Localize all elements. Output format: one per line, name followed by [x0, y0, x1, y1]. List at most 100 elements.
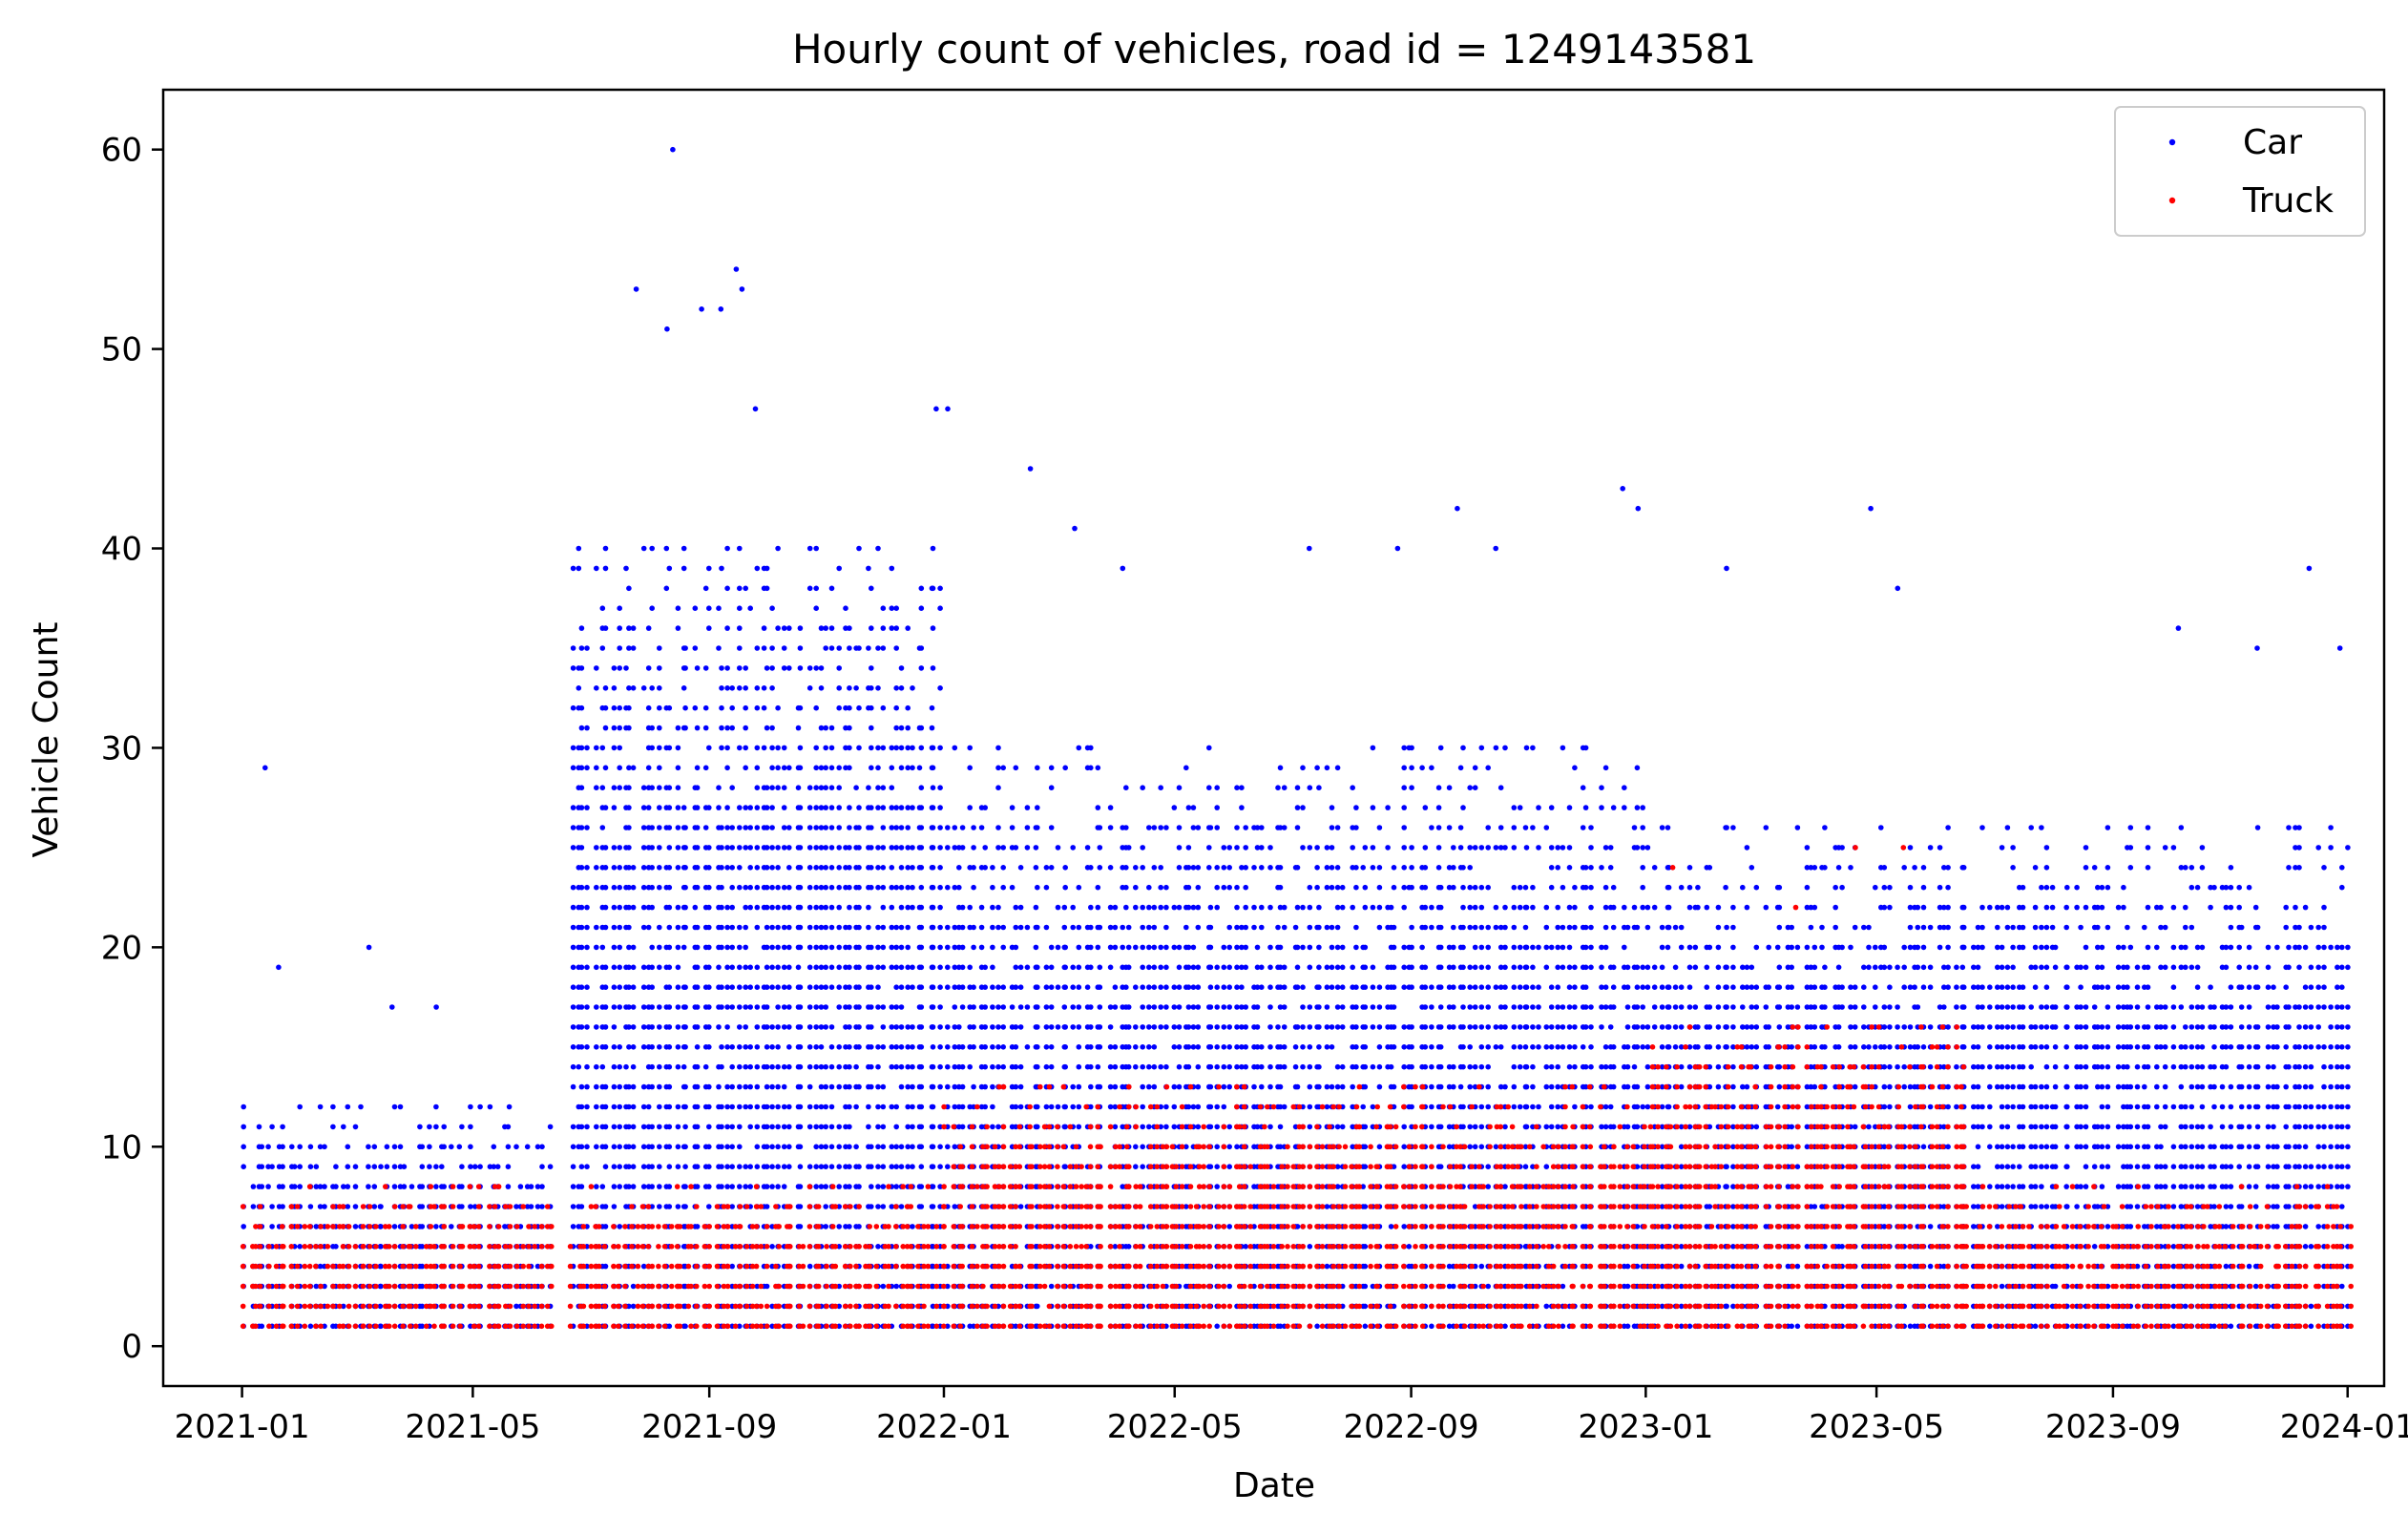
data-point [889, 964, 895, 971]
data-point [1300, 944, 1306, 951]
data-point [1055, 845, 1061, 851]
data-point [1281, 1103, 1288, 1110]
data-point [898, 1024, 905, 1030]
data-point [1467, 865, 1473, 871]
data-point [547, 1124, 554, 1130]
data-point [706, 944, 712, 951]
data-point [828, 585, 835, 592]
data-point [818, 1024, 825, 1030]
data-point [570, 665, 576, 671]
data-point [1391, 865, 1397, 871]
data-point [786, 845, 792, 851]
data-point [889, 1144, 895, 1150]
data-point [952, 1204, 958, 1209]
data-point [391, 1224, 398, 1229]
data-point [1195, 865, 1202, 871]
data-point [1334, 924, 1341, 931]
data-point [1195, 1044, 1202, 1050]
data-point [371, 1184, 378, 1189]
data-point [640, 1124, 647, 1130]
data-point [1530, 1063, 1536, 1070]
data-point [1548, 1004, 1555, 1010]
data-point [724, 1164, 730, 1169]
data-point [847, 1144, 852, 1150]
data-point [847, 865, 852, 871]
data-point [1275, 785, 1281, 790]
data-point [743, 904, 748, 911]
data-point [1493, 984, 1499, 990]
data-point [893, 1004, 899, 1010]
data-point [578, 765, 585, 771]
data-point [764, 964, 770, 971]
data-point [1024, 964, 1031, 971]
data-point [754, 825, 761, 830]
data-point [1292, 1044, 1299, 1050]
data-point [1582, 1063, 1589, 1070]
data-point [1543, 964, 1550, 971]
data-point [889, 924, 895, 931]
data-point [905, 725, 911, 731]
data-point [1095, 1063, 1101, 1070]
data-point [952, 1144, 958, 1150]
data-point [1451, 964, 1456, 971]
data-point [702, 585, 709, 592]
data-point [584, 924, 590, 931]
data-point [570, 944, 576, 951]
data-point [952, 745, 958, 751]
data-point [1176, 785, 1183, 790]
data-point [786, 625, 792, 631]
data-point [611, 884, 618, 891]
data-point [1566, 904, 1573, 911]
data-point [729, 924, 735, 931]
data-point [719, 685, 724, 691]
data-point [875, 645, 881, 651]
data-point [505, 1144, 512, 1150]
data-point [1195, 1063, 1202, 1070]
data-point [594, 1083, 599, 1090]
data-point [813, 1164, 819, 1169]
data-point [898, 1063, 905, 1070]
data-point [1234, 984, 1240, 990]
data-point [813, 665, 819, 671]
data-point [1146, 1063, 1152, 1070]
data-point [657, 924, 662, 931]
data-point [754, 1044, 761, 1050]
data-point [611, 704, 618, 711]
data-point [1035, 1303, 1040, 1310]
data-point [666, 825, 673, 830]
data-point [1076, 1024, 1082, 1030]
data-point [419, 1263, 426, 1270]
data-point [828, 964, 835, 971]
data-point [898, 725, 905, 731]
data-point [806, 1263, 813, 1270]
data-point [880, 825, 887, 830]
data-point [371, 1204, 378, 1209]
data-point [836, 1184, 842, 1189]
data-point [1277, 904, 1284, 911]
data-point [1316, 904, 1322, 911]
data-point [982, 1103, 988, 1110]
data-point [1035, 1103, 1040, 1110]
data-point [706, 904, 712, 911]
data-point [1370, 964, 1376, 971]
data-point [719, 665, 724, 671]
data-point [241, 1144, 246, 1150]
data-point [737, 1024, 743, 1030]
data-point [1259, 865, 1265, 871]
data-point [1243, 1004, 1248, 1010]
data-point [743, 665, 748, 671]
data-point [797, 765, 804, 771]
data-point [289, 1144, 295, 1150]
data-point [716, 605, 722, 611]
data-point [1035, 825, 1040, 830]
data-point [427, 1164, 432, 1169]
data-point [1543, 1164, 1550, 1169]
data-point [869, 765, 874, 771]
data-point [1530, 1024, 1536, 1030]
data-point [250, 1184, 257, 1189]
data-point [847, 1124, 852, 1130]
data-point [937, 1044, 943, 1050]
data-point [898, 1044, 905, 1050]
data-point [1107, 1063, 1114, 1070]
